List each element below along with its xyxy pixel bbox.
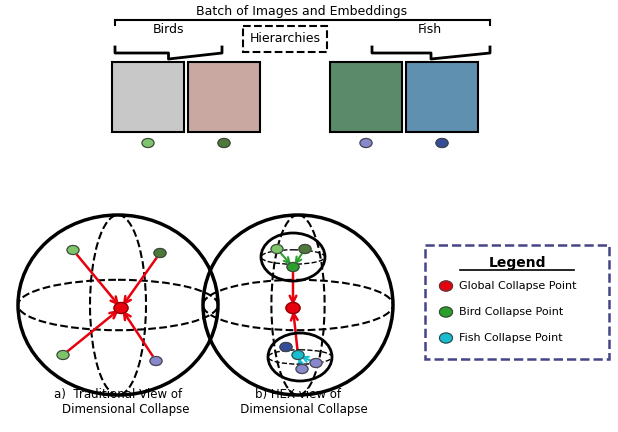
Text: Global Collapse Point: Global Collapse Point — [459, 281, 577, 291]
Bar — [112, 62, 184, 132]
FancyBboxPatch shape — [425, 245, 609, 359]
Ellipse shape — [436, 139, 448, 147]
Bar — [406, 62, 478, 132]
Text: b) HEX view of
   Dimensional Collapse: b) HEX view of Dimensional Collapse — [229, 388, 367, 416]
Text: a)  Traditional View of
    Dimensional Collapse: a) Traditional View of Dimensional Colla… — [47, 388, 189, 416]
Ellipse shape — [360, 139, 372, 147]
Text: Hierarchies: Hierarchies — [250, 32, 321, 45]
Text: Fish: Fish — [418, 23, 442, 36]
Text: Birds: Birds — [152, 23, 184, 36]
Ellipse shape — [292, 350, 304, 359]
Text: Batch of Images and Embeddings: Batch of Images and Embeddings — [197, 5, 407, 18]
Ellipse shape — [142, 139, 154, 147]
Ellipse shape — [439, 307, 452, 317]
Text: Fish Collapse Point: Fish Collapse Point — [459, 333, 562, 343]
Ellipse shape — [271, 245, 283, 254]
Ellipse shape — [286, 302, 300, 314]
Ellipse shape — [439, 333, 452, 343]
Bar — [188, 62, 260, 132]
Ellipse shape — [150, 356, 162, 365]
Ellipse shape — [280, 343, 292, 352]
Ellipse shape — [218, 139, 230, 147]
Ellipse shape — [67, 245, 79, 254]
Ellipse shape — [287, 263, 299, 271]
Ellipse shape — [296, 365, 308, 374]
Ellipse shape — [439, 281, 452, 291]
Ellipse shape — [154, 248, 166, 257]
FancyBboxPatch shape — [243, 26, 327, 52]
Ellipse shape — [310, 359, 322, 368]
Ellipse shape — [299, 245, 311, 254]
Text: Legend: Legend — [488, 256, 546, 270]
Ellipse shape — [114, 302, 128, 314]
Bar — [330, 62, 402, 132]
Text: Bird Collapse Point: Bird Collapse Point — [459, 307, 563, 317]
Ellipse shape — [57, 350, 69, 359]
